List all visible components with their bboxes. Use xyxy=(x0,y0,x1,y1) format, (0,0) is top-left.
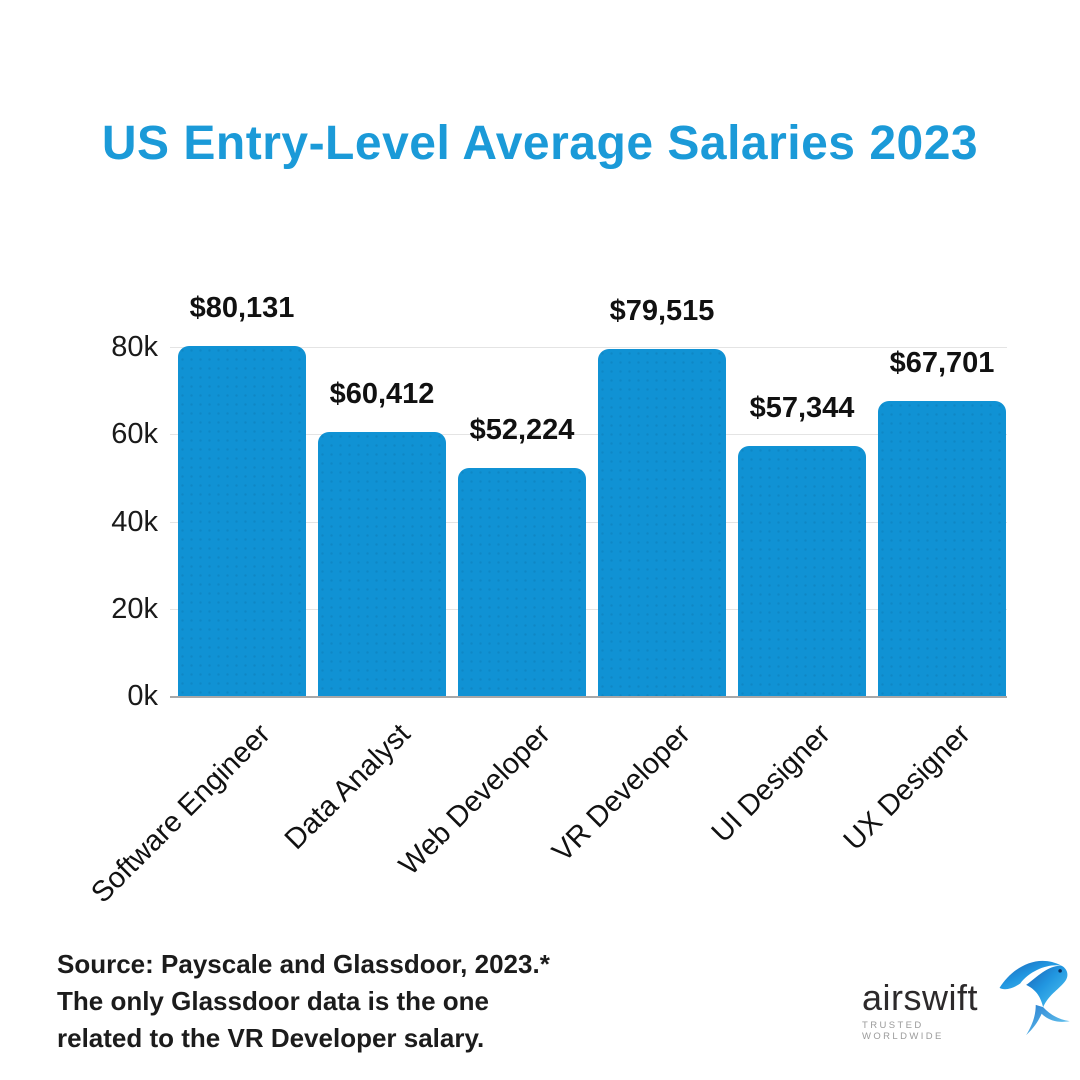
source-note: Source: Payscale and Glassdoor, 2023.* T… xyxy=(57,946,550,1057)
bar-value-ui-designer: $57,344 xyxy=(749,392,855,424)
y-tick-label-40k: 40k xyxy=(111,505,158,538)
bar-ui-designer xyxy=(738,446,866,696)
gridline-20k xyxy=(170,608,1007,610)
source-line-3: related to the VR Developer salary. xyxy=(57,1023,485,1053)
bar-data-analyst xyxy=(318,432,446,696)
y-tick-label-60k: 60k xyxy=(111,418,158,451)
bar-value-web-developer: $52,224 xyxy=(469,414,575,446)
airswift-logo: airswift TRUSTED WORLDWIDE xyxy=(862,948,1072,1063)
logo-wordmark: airswift xyxy=(862,977,979,1018)
x-axis-label-ui-designer: UI Designer xyxy=(705,718,837,849)
source-line-2: The only Glassdoor data is the one xyxy=(57,986,489,1016)
gridline-60k xyxy=(170,434,1007,436)
chart-title: US Entry-Level Average Salaries 2023 xyxy=(101,117,979,170)
swift-bird-icon xyxy=(999,960,1070,1036)
y-tick-label-80k: 80k xyxy=(111,331,158,363)
gridline-40k xyxy=(170,521,1007,523)
x-axis-line xyxy=(170,696,1007,698)
bar-web-developer xyxy=(458,468,586,696)
bar-value-data-analyst: $60,412 xyxy=(329,378,435,410)
y-tick-label-0k: 0k xyxy=(127,680,158,712)
bar-vr-developer xyxy=(598,349,726,696)
y-tick-label-20k: 20k xyxy=(111,592,158,625)
bar-value-software-engineer: $80,131 xyxy=(189,292,295,324)
bar-software-engineer xyxy=(178,346,306,696)
gridline-80k xyxy=(170,347,1007,348)
logo-tagline: TRUSTED WORLDWIDE xyxy=(862,1020,944,1042)
bar-value-vr-developer: $79,515 xyxy=(609,295,715,327)
source-line-1: Source: Payscale and Glassdoor, 2023.* xyxy=(57,949,550,979)
bar-ux-designer xyxy=(878,401,1006,696)
bar-value-ux-designer: $67,701 xyxy=(889,347,995,379)
